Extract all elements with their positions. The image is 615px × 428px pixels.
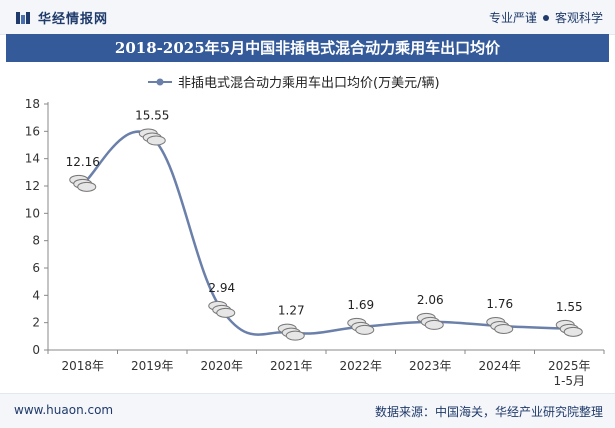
x-tick-label: 2022年 — [339, 359, 382, 373]
data-label: 1.27 — [278, 304, 305, 318]
x-tick-label: 2021年 — [270, 359, 313, 373]
legend-marker — [156, 78, 164, 86]
y-tick-label: 6 — [32, 261, 40, 275]
data-label: 2.06 — [417, 293, 444, 307]
brand-logo-icon — [16, 11, 30, 24]
x-tick-label: 2018年 — [61, 359, 104, 373]
footer: www.huaon.com 数据来源：中国海关，华经产业研究院整理 — [0, 393, 615, 428]
y-tick-label: 18 — [25, 97, 40, 111]
x-tick-label: 2020年 — [200, 359, 243, 373]
data-label: 1.55 — [556, 300, 583, 314]
y-tick-label: 2 — [32, 316, 40, 330]
x-tick-label: 2019年 — [131, 359, 174, 373]
slogan-left: 专业严谨 — [488, 11, 537, 25]
data-point-marker — [277, 323, 305, 341]
chart-title: 2018-2025年5月中国非插电式混合动力乘用车出口均价 — [6, 34, 609, 62]
y-tick-label: 10 — [25, 206, 40, 220]
data-point-marker — [138, 128, 166, 146]
data-label: 1.69 — [347, 298, 374, 312]
brand-name: 华经情报网 — [38, 12, 109, 27]
data-point-marker — [416, 312, 444, 330]
footer-source: 数据来源：中国海关，华经产业研究院整理 — [374, 405, 603, 419]
x-tick-label: 2024年 — [478, 359, 521, 373]
data-label: 15.55 — [135, 108, 169, 122]
x-tick-label: 2023年 — [409, 359, 452, 373]
separator-dot-icon — [542, 14, 549, 21]
data-label: 1.76 — [486, 297, 513, 311]
data-point-marker — [208, 300, 236, 318]
data-label: 2.94 — [208, 281, 235, 295]
x-tick-label: 2025年 1-5月 — [548, 359, 591, 388]
data-label: 12.16 — [66, 155, 100, 169]
data-point-marker — [347, 317, 375, 335]
y-tick-label: 4 — [32, 288, 40, 302]
y-tick-label: 14 — [25, 152, 40, 166]
data-point-marker — [486, 316, 514, 334]
line-chart: 非插电式混合动力乘用车出口均价(万美元/辆) 0 2 4 6 8 10 12 14 16 18 201… — [25, 75, 605, 388]
y-tick-label: 12 — [25, 179, 40, 193]
slogan-right: 客观科学 — [554, 11, 603, 25]
y-tick-label: 8 — [32, 234, 40, 248]
legend-label: 非插电式混合动力乘用车出口均价(万美元/辆) — [178, 75, 440, 91]
y-tick-label: 0 — [32, 343, 40, 357]
data-point-marker — [555, 319, 583, 337]
data-point-marker — [69, 174, 97, 192]
y-tick-label: 16 — [25, 124, 40, 138]
brand[interactable]: 华经情报网 — [14, 8, 108, 27]
footer-url[interactable]: www.huaon.com — [14, 403, 114, 417]
top-bar: 华经情报网 专业严谨 客观科学 — [0, 0, 615, 35]
slogan: 专业严谨 客观科学 — [489, 9, 603, 26]
